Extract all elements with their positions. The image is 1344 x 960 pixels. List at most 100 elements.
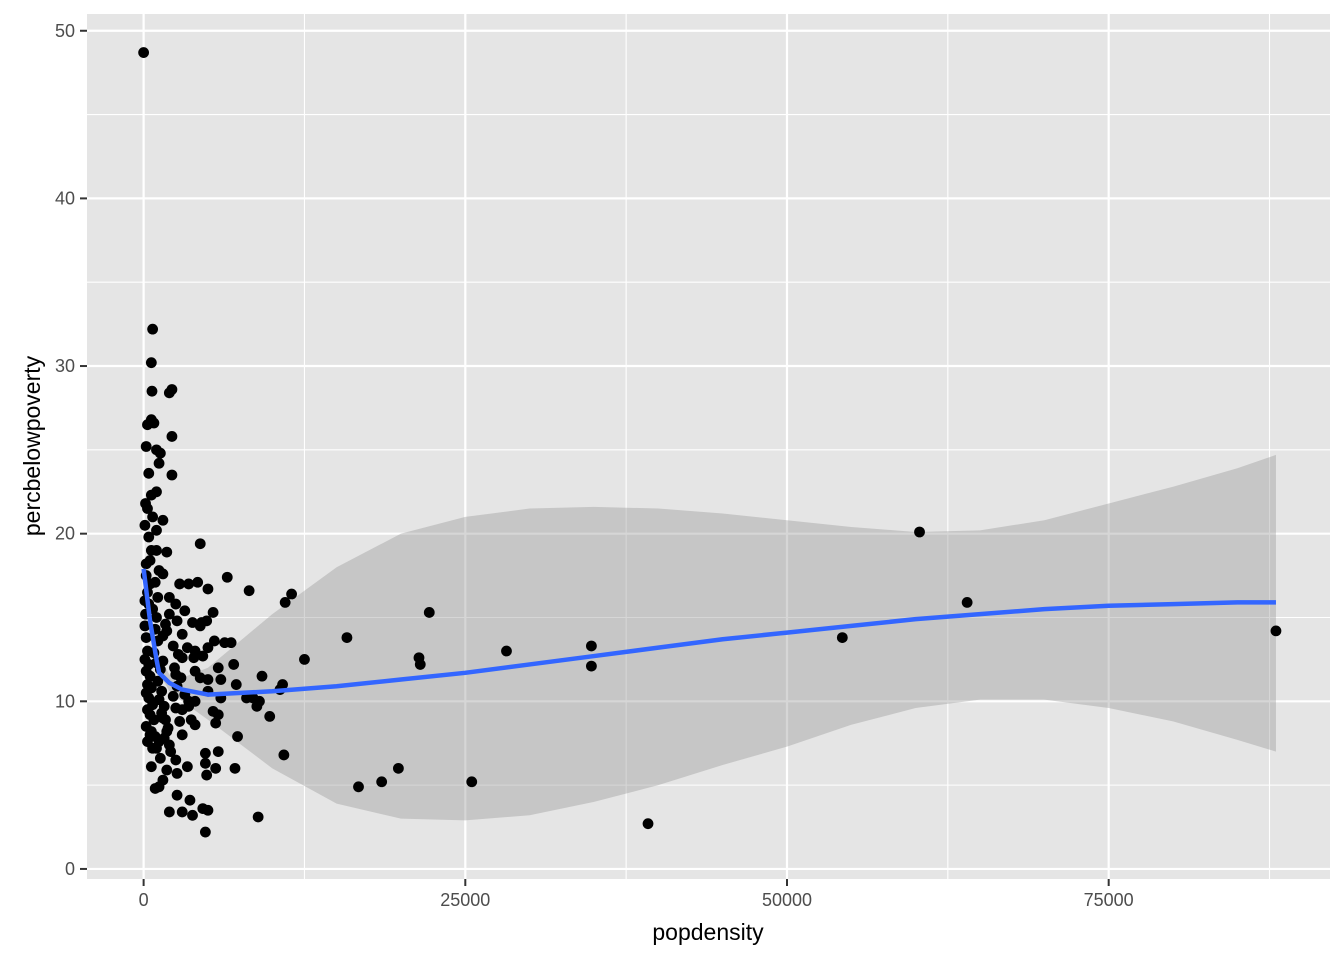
data-point — [171, 767, 183, 779]
data-point — [179, 605, 191, 617]
data-point — [194, 672, 206, 684]
data-point — [154, 447, 166, 459]
data-point — [251, 700, 263, 712]
y-axis-title: percbelowpoverty — [19, 355, 45, 536]
data-point — [252, 811, 264, 823]
data-point — [232, 731, 243, 742]
y-axis: 0 10 20 30 40 50 — [55, 21, 87, 879]
x-tick-label: 0 — [139, 890, 149, 910]
data-point — [210, 762, 222, 774]
data-point — [138, 47, 150, 58]
data-point — [160, 714, 171, 726]
data-point — [207, 607, 219, 618]
data-point — [184, 794, 196, 806]
data-point — [181, 761, 193, 773]
data-point — [172, 648, 184, 660]
data-point — [194, 620, 206, 632]
data-point — [153, 457, 165, 469]
data-point — [286, 588, 297, 600]
data-point — [149, 576, 161, 588]
x-axis-title: popdensity — [652, 919, 764, 945]
data-point — [170, 754, 182, 766]
data-point — [163, 591, 175, 603]
data-point — [256, 670, 268, 682]
data-point — [187, 809, 198, 821]
data-point — [157, 568, 169, 580]
data-point — [183, 578, 195, 590]
data-point — [151, 545, 162, 556]
data-point — [170, 598, 182, 610]
y-tick-label: 0 — [65, 859, 75, 879]
data-point — [145, 357, 157, 369]
minor-grid — [87, 14, 1330, 879]
data-point — [171, 615, 183, 627]
data-point — [151, 612, 162, 623]
data-point — [414, 659, 426, 670]
data-point — [174, 716, 186, 727]
data-point — [169, 662, 180, 674]
data-point — [264, 710, 276, 722]
data-point — [149, 731, 161, 742]
data-point — [215, 674, 227, 685]
data-point — [163, 608, 175, 620]
data-point — [151, 486, 162, 498]
data-point — [466, 776, 478, 788]
data-point — [145, 414, 157, 426]
data-point — [212, 709, 224, 721]
data-point — [197, 650, 209, 662]
data-point — [157, 630, 169, 642]
data-point — [167, 640, 179, 652]
data-point — [176, 806, 188, 818]
data-point — [152, 675, 164, 687]
data-point — [836, 632, 848, 644]
data-point — [199, 757, 211, 769]
data-point — [353, 781, 364, 793]
data-point — [225, 637, 237, 649]
data-point — [163, 806, 175, 818]
data-point — [199, 747, 211, 759]
data-point — [202, 583, 214, 595]
data-point — [147, 511, 159, 523]
data-point — [165, 746, 177, 757]
x-axis: 0 25000 50000 75000 — [139, 879, 1134, 910]
data-point — [243, 585, 255, 597]
data-point — [279, 597, 291, 608]
y-tick-label: 50 — [55, 21, 75, 41]
data-point — [914, 526, 925, 538]
data-point — [1270, 625, 1282, 637]
data-point — [151, 524, 162, 536]
data-point — [161, 546, 173, 558]
data-point — [586, 640, 597, 652]
data-point — [212, 746, 224, 757]
data-point — [174, 578, 186, 590]
data-point — [188, 652, 200, 664]
data-point — [210, 717, 222, 729]
data-point — [152, 591, 164, 603]
data-point — [146, 385, 158, 397]
x-tick-label: 25000 — [440, 890, 490, 910]
data-point — [501, 645, 512, 657]
data-point — [212, 662, 224, 674]
data-point — [139, 620, 151, 632]
data-point — [228, 659, 240, 670]
data-point — [166, 469, 178, 481]
data-point — [162, 722, 174, 734]
x-tick-label: 75000 — [1084, 890, 1134, 910]
data-point — [144, 670, 156, 682]
data-point — [154, 752, 166, 764]
data-point — [143, 531, 155, 543]
data-point — [199, 826, 211, 838]
data-point — [392, 762, 404, 774]
data-point — [147, 323, 159, 335]
data-point — [278, 749, 290, 761]
smooth-line — [141, 568, 1276, 697]
data-point — [147, 742, 159, 754]
data-point — [299, 653, 310, 665]
y-tick-label: 10 — [55, 691, 75, 711]
data-point — [175, 672, 187, 684]
data-point — [144, 555, 156, 566]
data-point — [148, 714, 160, 726]
x-tick-label: 50000 — [762, 890, 812, 910]
data-point — [194, 538, 206, 550]
